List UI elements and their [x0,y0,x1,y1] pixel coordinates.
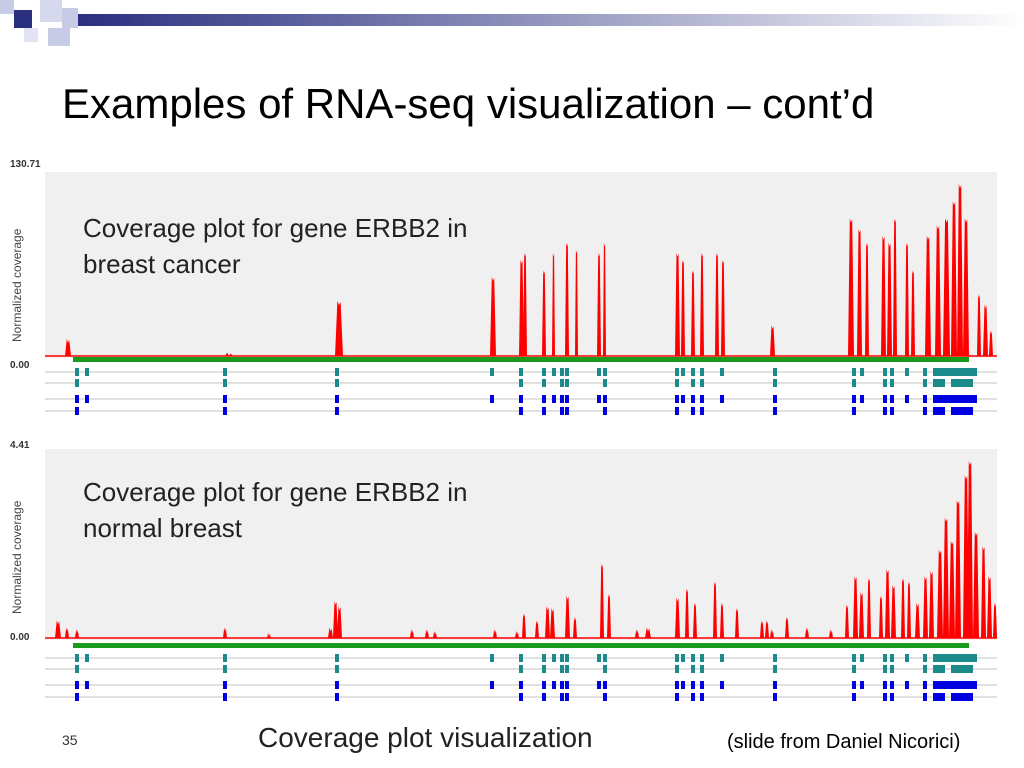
y-max-label: 130.71 [10,159,41,170]
y-max-label: 4.41 [10,440,30,451]
y-min-label: 0.00 [10,360,30,371]
gene-model-track [45,643,997,701]
page-number: 35 [62,732,78,748]
slide-title: Examples of RNA-seq visualization – cont… [62,80,875,127]
caption-line: normal breast [83,513,242,543]
coverage-plot [45,184,997,357]
slide-credit: (slide from Daniel Nicorici) [727,731,961,753]
caption-line: Coverage plot for gene ERBB2 in [83,477,468,507]
caption-line: Coverage plot for gene ERBB2 in [83,213,468,243]
gene-model-track [45,357,997,415]
coverage-plot [45,461,997,639]
coverage-plot-area [45,449,997,640]
header-decoration [0,0,1024,46]
caption-line: breast cancer [83,249,241,279]
y-axis-label: Normalized coverage [10,500,24,614]
panel-caption: Coverage plot for gene ERBB2 in breast c… [83,210,467,282]
panel-caption: Coverage plot for gene ERBB2 in normal b… [83,474,467,546]
footer-title: Coverage plot visualization [258,722,593,753]
y-min-label: 0.00 [10,632,30,643]
y-axis-label: Normalized coverage [10,228,24,342]
